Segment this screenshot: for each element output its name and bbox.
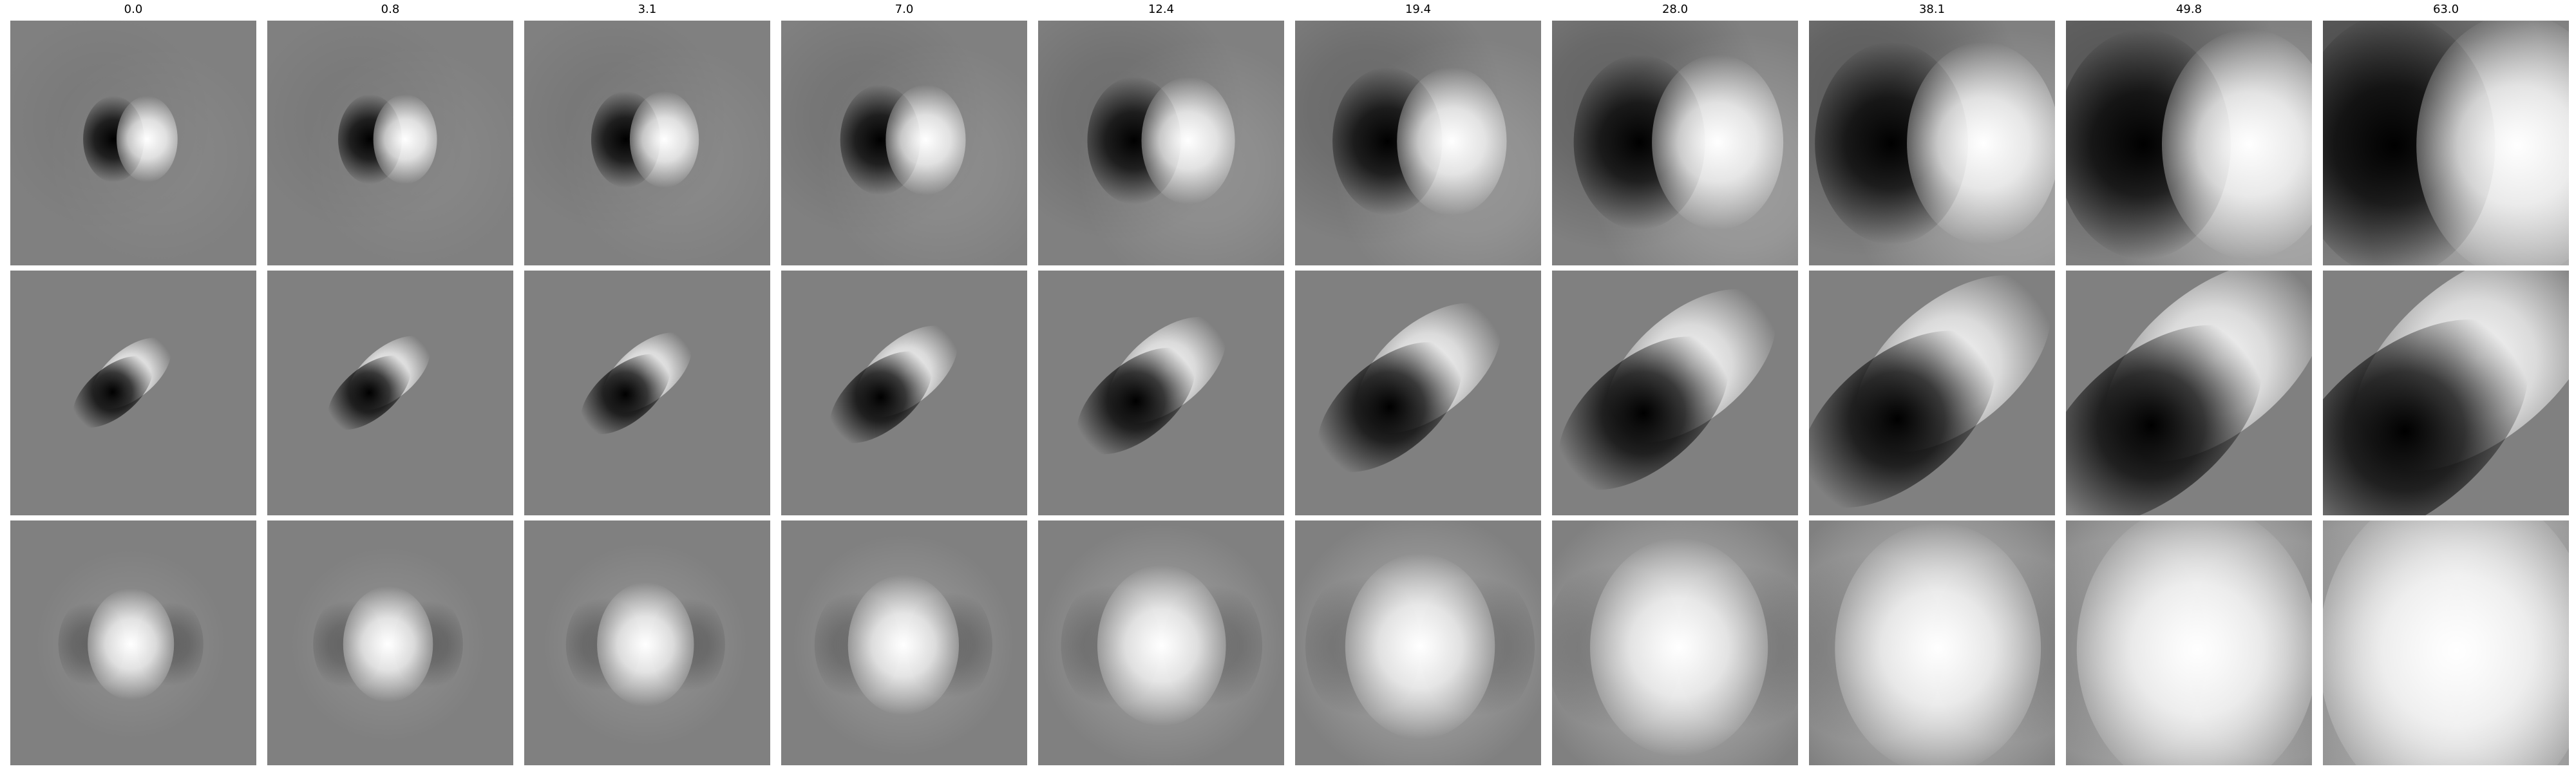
image-tile (1552, 271, 1798, 515)
image-tile (1809, 520, 2055, 765)
tile-image (10, 520, 256, 765)
tile-image (2323, 271, 2569, 515)
tile-image (1809, 520, 2055, 765)
image-tile (1038, 520, 1284, 765)
image-tile (267, 520, 513, 765)
column-title: 63.0 (2432, 3, 2459, 16)
image-tile (524, 21, 770, 265)
image-tile (524, 271, 770, 515)
image-tile (267, 271, 513, 515)
tile-image (267, 271, 513, 515)
column-title: 28.0 (1662, 3, 1689, 16)
image-tile (524, 520, 770, 765)
tile-image (1295, 21, 1541, 265)
tile-image (1295, 271, 1541, 515)
tile-image (1038, 271, 1284, 515)
image-tile (1552, 520, 1798, 765)
tile-image (1038, 520, 1284, 765)
tile-image (2323, 520, 2569, 765)
image-tile (781, 21, 1027, 265)
image-tile (1295, 21, 1541, 265)
tile-image (2066, 21, 2312, 265)
image-tile (1038, 271, 1284, 515)
tile-image (2323, 21, 2569, 265)
tile-image (2066, 520, 2312, 765)
tile-image (267, 21, 513, 265)
tile-image (1038, 21, 1284, 265)
tile-image (781, 271, 1027, 515)
tile-image (10, 271, 256, 515)
column-title: 7.0 (895, 3, 914, 16)
image-tile (781, 271, 1027, 515)
image-tile (1809, 21, 2055, 265)
column-title: 12.4 (1148, 3, 1175, 16)
tile-image (1809, 271, 2055, 515)
image-tile (2066, 271, 2312, 515)
column-title: 0.8 (381, 3, 400, 16)
tile-image (1552, 21, 1798, 265)
tile-image (267, 520, 513, 765)
image-tile (1295, 520, 1541, 765)
image-tile (2066, 520, 2312, 765)
tile-image (524, 271, 770, 515)
tile-image (1809, 21, 2055, 265)
column-title: 3.1 (638, 3, 657, 16)
image-tile (267, 21, 513, 265)
image-tile (10, 271, 256, 515)
tile-image (2066, 271, 2312, 515)
tile-image (781, 21, 1027, 265)
tile-image (524, 21, 770, 265)
image-tile (2323, 21, 2569, 265)
image-tile (1295, 271, 1541, 515)
image-tile (2323, 271, 2569, 515)
tile-image (1552, 520, 1798, 765)
image-tile (2066, 21, 2312, 265)
tile-image (10, 21, 256, 265)
image-tile (10, 21, 256, 265)
tile-image (781, 520, 1027, 765)
tile-image (1295, 520, 1541, 765)
image-tile (1809, 271, 2055, 515)
image-tile (1038, 21, 1284, 265)
column-title: 49.8 (2175, 3, 2202, 16)
image-tile (1552, 21, 1798, 265)
image-tile (2323, 520, 2569, 765)
column-title: 38.1 (1918, 3, 1946, 16)
column-title: 19.4 (1405, 3, 1432, 16)
column-title: 0.0 (124, 3, 143, 16)
image-tile (781, 520, 1027, 765)
tile-image (1552, 271, 1798, 515)
tile-image (524, 520, 770, 765)
image-tile (10, 520, 256, 765)
